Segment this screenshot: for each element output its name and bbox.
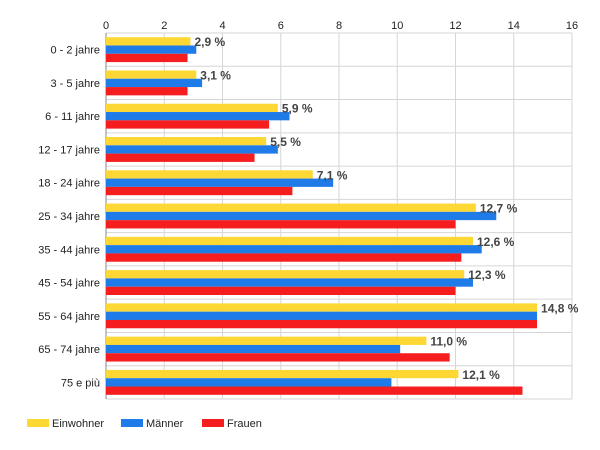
bar-männer-7 (106, 278, 473, 287)
legend-swatch-frauen (202, 419, 224, 427)
bar-einwohner-1 (106, 70, 197, 79)
data-label: 12,3 % (468, 268, 506, 282)
category-label: 18 - 24 jahre (38, 178, 100, 190)
bar-frauen-6 (106, 253, 462, 262)
category-label: 75 e più (61, 377, 100, 389)
category-label: 55 - 64 jahre (38, 311, 100, 323)
data-label: 5,9 % (282, 102, 313, 116)
bar-einwohner-3 (106, 137, 267, 146)
bars (106, 37, 538, 395)
bar-einwohner-5 (106, 203, 476, 212)
bar-frauen-2 (106, 120, 270, 129)
bar-männer-8 (106, 311, 538, 320)
bar-frauen-8 (106, 319, 538, 329)
category-label: 35 - 44 jahre (38, 244, 100, 256)
bar-einwohner-6 (106, 236, 473, 246)
bar-frauen-5 (106, 220, 456, 229)
bar-frauen-4 (106, 186, 293, 196)
bar-frauen-3 (106, 153, 255, 162)
bar-männer-9 (106, 344, 401, 354)
bar-einwohner-2 (106, 103, 278, 113)
category-label: 45 - 54 jahre (38, 278, 100, 290)
data-label: 12,1 % (462, 368, 500, 382)
category-label: 65 - 74 jahre (38, 344, 100, 356)
legend-swatch-einwohner (27, 419, 49, 427)
data-label: 7,1 % (317, 168, 348, 182)
category-label: 6 - 11 jahre (45, 111, 100, 123)
bar-einwohner-8 (106, 303, 538, 312)
x-tick-label: 12 (449, 20, 461, 32)
category-label: 3 - 5 jahre (50, 78, 100, 90)
x-tick-label: 8 (336, 20, 342, 32)
data-label: 11,0 % (430, 335, 467, 349)
bar-männer-5 (106, 211, 497, 221)
bar-frauen-0 (106, 53, 188, 63)
data-label: 5,5 % (270, 135, 301, 149)
x-axis-ticks: 0 2 4 6 8 10 12 14 16 (103, 20, 578, 32)
bar-frauen-1 (106, 87, 188, 96)
bar-einwohner-7 (106, 270, 465, 279)
bar-männer-1 (106, 78, 203, 88)
bar-frauen-9 (106, 353, 450, 362)
legend-swatch-männer (121, 419, 143, 427)
legend-label-frauen: Frauen (227, 418, 262, 430)
bar-männer-0 (106, 45, 197, 54)
legend-label-einwohner: Einwohner (52, 418, 104, 430)
data-label: 2,9 % (194, 35, 225, 49)
bar-einwohner-10 (106, 369, 459, 379)
data-label: 12,7 % (480, 202, 518, 216)
data-label: 14,8 % (541, 301, 579, 315)
bar-einwohner-4 (106, 170, 313, 179)
x-tick-label: 4 (219, 20, 225, 32)
bar-einwohner-9 (106, 336, 427, 345)
x-tick-label: 0 (103, 20, 109, 32)
category-labels: 0 - 2 jahre 3 - 5 jahre 6 - 11 jahre 12 - 1… (38, 45, 100, 390)
bar-männer-4 (106, 178, 334, 187)
x-tick-label: 6 (278, 20, 284, 32)
bar-einwohner-0 (106, 37, 191, 46)
legend-label-männer: Männer (146, 418, 184, 430)
category-label: 12 - 17 jahre (38, 144, 100, 156)
x-tick-label: 2 (161, 20, 167, 32)
data-label: 3,1 % (200, 68, 231, 82)
bar-frauen-10 (106, 386, 523, 395)
data-label: 12,6 % (477, 235, 515, 249)
x-tick-label: 14 (508, 20, 520, 32)
category-label: 25 - 34 jahre (38, 211, 100, 223)
bar-frauen-7 (106, 286, 456, 295)
data-labels: 2,9 % 3,1 % 5,9 % 5,5 % 7,1 % 12,7 % 12,6 % 12,… (194, 35, 578, 382)
bar-männer-3 (106, 145, 278, 154)
x-tick-label: 10 (391, 20, 403, 32)
bar-männer-10 (106, 378, 392, 387)
legend: Einwohner Männer Frauen (27, 418, 262, 430)
bar-männer-6 (106, 245, 482, 254)
x-tick-label: 16 (566, 20, 578, 32)
bar-männer-2 (106, 112, 290, 121)
category-label: 0 - 2 jahre (50, 45, 100, 57)
